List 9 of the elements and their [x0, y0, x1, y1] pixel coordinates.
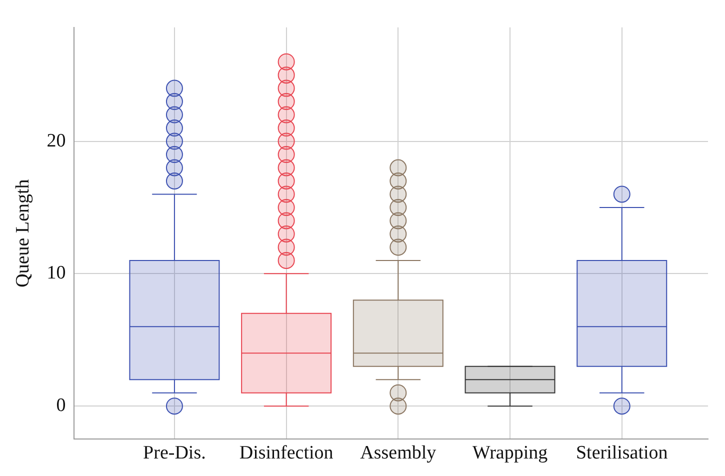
y-axis-title: Queue Length [12, 178, 34, 288]
y-tick-label: 10 [46, 262, 66, 284]
x-tick-label: Sterilisation [576, 442, 668, 464]
x-tick-label: Disinfection [239, 442, 334, 464]
x-tick-label: Assembly [360, 442, 437, 464]
x-tick-label: Wrapping [472, 442, 548, 464]
y-tick-label: 20 [46, 130, 66, 152]
x-tick-label: Pre-Dis. [143, 442, 206, 464]
y-tick-label: 0 [56, 395, 66, 416]
